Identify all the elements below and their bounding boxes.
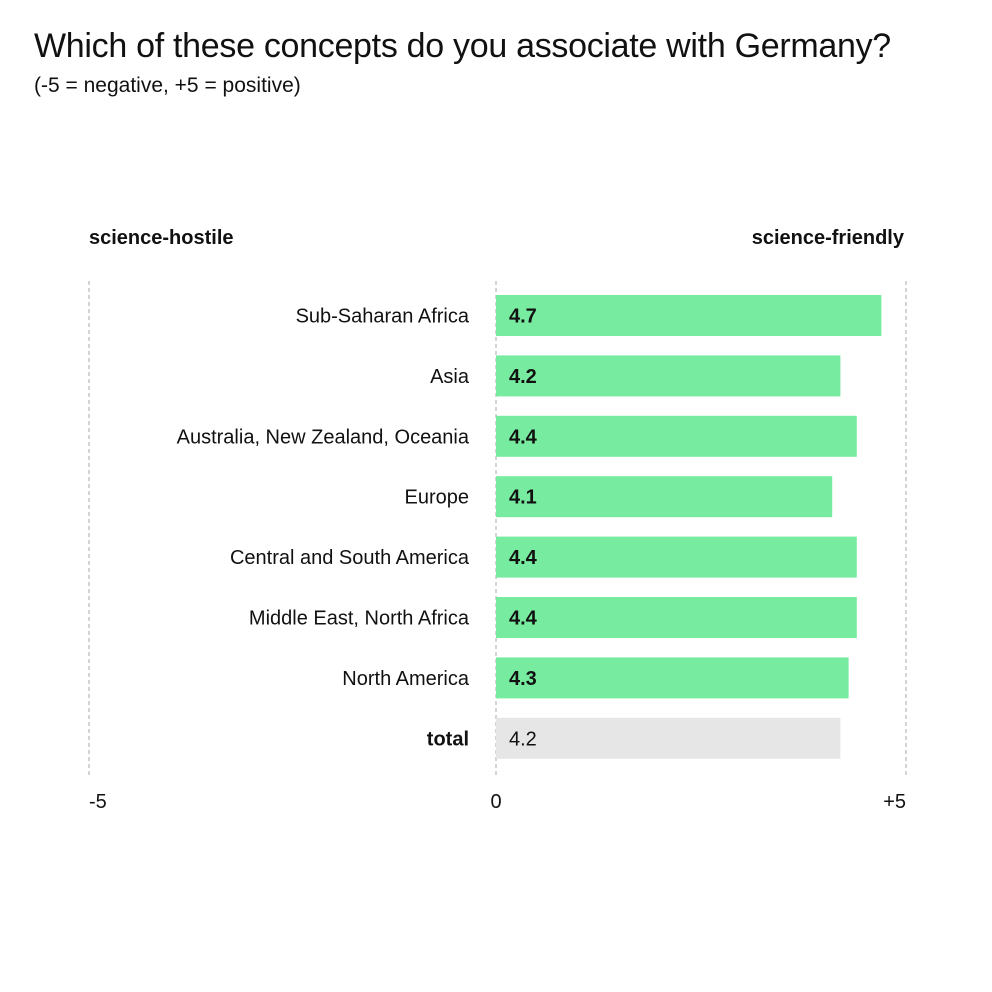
category-label: Australia, New Zealand, Oceania — [177, 426, 470, 448]
value-label: 4.3 — [509, 668, 537, 690]
value-label: 4.4 — [509, 608, 538, 630]
category-label: North America — [342, 668, 470, 690]
x-tick-label: -5 — [89, 791, 107, 813]
bar-5 — [496, 597, 857, 638]
category-label: Middle East, North Africa — [249, 608, 470, 630]
category-label: Central and South America — [230, 547, 470, 569]
value-label: 4.2 — [509, 366, 537, 388]
bar-4 — [496, 536, 857, 578]
bar-7 — [496, 717, 841, 759]
category-label: Asia — [430, 366, 470, 388]
bar-1 — [496, 355, 841, 397]
value-label: 4.7 — [509, 306, 537, 328]
category-label: total — [427, 728, 469, 750]
category-label: Sub-Saharan Africa — [296, 306, 470, 328]
value-label: 4.1 — [509, 487, 537, 509]
bar-2 — [496, 415, 857, 457]
x-tick-label: 0 — [490, 791, 501, 813]
bar-6 — [496, 657, 849, 699]
bar-3 — [496, 476, 833, 518]
chart-title: Which of these concepts do you associate… — [34, 27, 891, 65]
chart-subtitle: (-5 = negative, +5 = positive) — [34, 74, 301, 97]
value-label: 4.4 — [509, 547, 538, 569]
value-label: 4.2 — [509, 728, 537, 750]
category-label: Europe — [405, 487, 470, 509]
left-side-label: science-hostile — [89, 227, 234, 249]
bar-0 — [496, 295, 882, 336]
right-side-label: science-friendly — [752, 227, 905, 249]
value-label: 4.4 — [509, 426, 538, 448]
x-tick-label: +5 — [883, 791, 906, 813]
